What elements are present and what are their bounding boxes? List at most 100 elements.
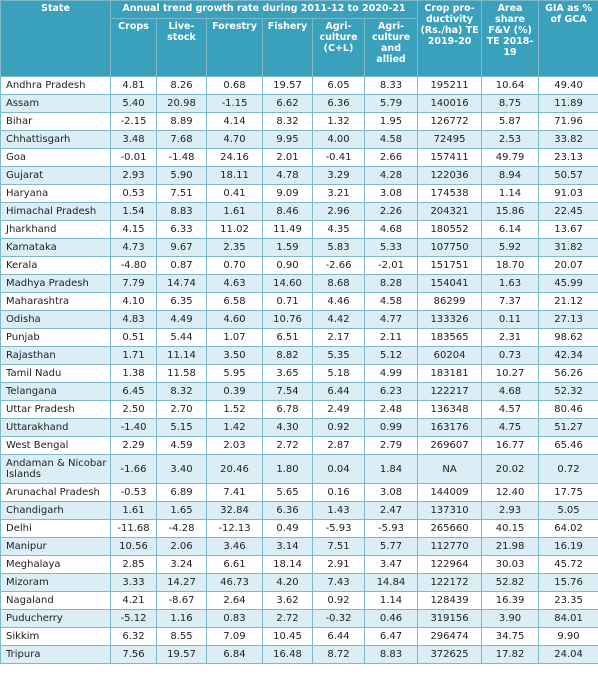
value-cell: 1.95 — [363, 112, 419, 131]
value-cell: 5.18 — [312, 364, 365, 383]
state-name-cell: West Bengal — [0, 436, 111, 455]
value-cell: 9.67 — [156, 238, 207, 257]
value-cell: 7.51 — [312, 537, 365, 556]
value-cell: 183181 — [417, 364, 483, 383]
state-name-cell: Bihar — [0, 112, 111, 131]
value-cell: 5.79 — [363, 94, 419, 113]
value-cell: -11.68 — [110, 519, 157, 538]
value-cell: 9.90 — [538, 627, 598, 646]
value-cell: 1.42 — [206, 418, 263, 437]
value-cell: 50.57 — [538, 166, 598, 185]
value-cell: 5.33 — [363, 238, 419, 257]
value-cell: 4.70 — [206, 130, 263, 149]
header-agriculture-allied: Agri-culture and allied — [363, 18, 419, 77]
value-cell: 1.84 — [363, 454, 419, 484]
value-cell: 5.40 — [110, 94, 157, 113]
value-cell: 2.66 — [363, 148, 419, 167]
value-cell: 5.65 — [262, 483, 313, 502]
value-cell: 6.44 — [312, 627, 365, 646]
value-cell: 5.35 — [312, 346, 365, 365]
value-cell: 6.58 — [206, 292, 263, 311]
value-cell: 4.81 — [110, 76, 157, 95]
value-cell: 1.43 — [312, 501, 365, 520]
value-cell: 10.27 — [481, 364, 540, 383]
value-cell: -1.66 — [110, 454, 157, 484]
value-cell: 1.16 — [156, 609, 207, 628]
value-cell: 2.96 — [312, 202, 365, 221]
value-cell: 0.90 — [262, 256, 313, 275]
state-name-cell: Goa — [0, 148, 111, 167]
value-cell: 8.89 — [156, 112, 207, 131]
value-cell: 265660 — [417, 519, 483, 538]
value-cell: 8.28 — [363, 274, 419, 293]
value-cell: 11.14 — [156, 346, 207, 365]
value-cell: 1.71 — [110, 346, 157, 365]
table-row: Mizoram 3.33 14.27 46.73 4.20 7.43 14.84 122172… — [0, 573, 598, 592]
value-cell: 204321 — [417, 202, 483, 221]
value-cell: 1.65 — [156, 501, 207, 520]
table-row: Sikkim 6.32 8.55 7.09 10.45 6.44 6.47 296474 34.… — [0, 627, 598, 646]
state-name-cell: Jharkhand — [0, 220, 111, 239]
value-cell: 16.19 — [538, 537, 598, 556]
value-cell: 10.56 — [110, 537, 157, 556]
growth-rate-table: State Annual trend growth rate during 20… — [0, 0, 598, 664]
value-cell: 6.32 — [110, 627, 157, 646]
value-cell: 6.47 — [363, 627, 419, 646]
state-name-cell: Assam — [0, 94, 111, 113]
value-cell: 3.47 — [363, 555, 419, 574]
table-body: Andhra Pradesh 4.81 8.26 0.68 19.57 6.05 8.33 1… — [0, 76, 598, 664]
value-cell: 5.95 — [206, 364, 263, 383]
value-cell: 4.63 — [206, 274, 263, 293]
value-cell: 52.82 — [481, 573, 540, 592]
state-name-cell: Telangana — [0, 382, 111, 401]
value-cell: 1.63 — [481, 274, 540, 293]
value-cell: -0.01 — [110, 148, 157, 167]
state-name-cell: Rajasthan — [0, 346, 111, 365]
table-row: Rajasthan 1.71 11.14 3.50 8.82 5.35 5.12 60204 0… — [0, 346, 598, 365]
value-cell: 3.90 — [481, 609, 540, 628]
value-cell: 14.27 — [156, 573, 207, 592]
value-cell: 0.70 — [206, 256, 263, 275]
value-cell: 42.34 — [538, 346, 598, 365]
value-cell: 7.43 — [312, 573, 365, 592]
state-name-cell: Manipur — [0, 537, 111, 556]
state-name-cell: Odisha — [0, 310, 111, 329]
value-cell: 23.35 — [538, 591, 598, 610]
value-cell: 4.42 — [312, 310, 365, 329]
value-cell: 4.68 — [363, 220, 419, 239]
value-cell: 65.46 — [538, 436, 598, 455]
value-cell: 126772 — [417, 112, 483, 131]
value-cell: 20.07 — [538, 256, 598, 275]
table-row: Andaman & Nicobar Islands -1.66 3.40 20.46 1… — [0, 454, 598, 484]
value-cell: 56.26 — [538, 364, 598, 383]
value-cell: 2.87 — [312, 436, 365, 455]
header-forestry: Forestry — [206, 18, 263, 77]
value-cell: 32.84 — [206, 501, 263, 520]
value-cell: 3.46 — [206, 537, 263, 556]
table-row: West Bengal 2.29 4.59 2.03 2.72 2.87 2.79 26960… — [0, 436, 598, 455]
value-cell: 2.91 — [312, 555, 365, 574]
value-cell: 2.48 — [363, 400, 419, 419]
value-cell: 8.83 — [156, 202, 207, 221]
value-cell: 11.49 — [262, 220, 313, 239]
value-cell: 180552 — [417, 220, 483, 239]
value-cell: 2.79 — [363, 436, 419, 455]
value-cell: 157411 — [417, 148, 483, 167]
value-cell: 7.54 — [262, 382, 313, 401]
value-cell: 6.45 — [110, 382, 157, 401]
value-cell: 5.83 — [312, 238, 365, 257]
value-cell: 112770 — [417, 537, 483, 556]
value-cell: 4.49 — [156, 310, 207, 329]
value-cell: 3.08 — [363, 184, 419, 203]
value-cell: 71.96 — [538, 112, 598, 131]
value-cell: 34.75 — [481, 627, 540, 646]
value-cell: 3.21 — [312, 184, 365, 203]
value-cell: 1.32 — [312, 112, 365, 131]
table-row: Nagaland 4.21 -8.67 2.64 3.62 0.92 1.14 128439 1… — [0, 591, 598, 610]
value-cell: 3.65 — [262, 364, 313, 383]
value-cell: 21.98 — [481, 537, 540, 556]
value-cell: 4.99 — [363, 364, 419, 383]
value-cell: 2.17 — [312, 328, 365, 347]
value-cell: 0.49 — [262, 519, 313, 538]
state-name-cell: Andhra Pradesh — [0, 76, 111, 95]
